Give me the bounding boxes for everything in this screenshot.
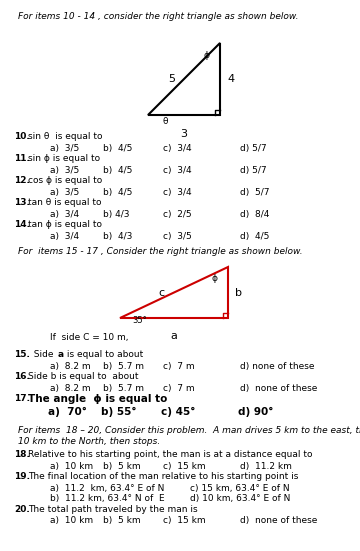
Text: d) 10 km, 63.4° E of N: d) 10 km, 63.4° E of N: [190, 494, 291, 504]
Text: 14.: 14.: [14, 220, 30, 229]
Text: 16.: 16.: [14, 372, 30, 381]
Text: tan θ is equal to: tan θ is equal to: [28, 198, 102, 207]
Text: b)  5.7 m: b) 5.7 m: [103, 383, 144, 392]
Text: a)  11.2  km, 63.4° E of N: a) 11.2 km, 63.4° E of N: [50, 483, 165, 493]
Text: a: a: [58, 350, 64, 359]
Text: b)  4/3: b) 4/3: [103, 231, 132, 240]
Text: 10.: 10.: [14, 132, 30, 141]
Text: a)  10 km: a) 10 km: [50, 462, 93, 471]
Text: b: b: [235, 288, 242, 298]
Text: d)  none of these: d) none of these: [240, 516, 318, 526]
Text: 18.: 18.: [14, 450, 30, 459]
Text: d)  5/7: d) 5/7: [240, 187, 270, 197]
Text: b)  5.7 m: b) 5.7 m: [103, 361, 144, 370]
Text: b)  5 km: b) 5 km: [103, 516, 141, 526]
Text: c) 45°: c) 45°: [161, 407, 195, 417]
Text: c)  2/5: c) 2/5: [163, 209, 192, 219]
Text: a)  10 km: a) 10 km: [50, 516, 93, 526]
Text: d)  none of these: d) none of these: [240, 383, 318, 392]
Text: b)  4/5: b) 4/5: [103, 165, 132, 175]
Text: c)  3/4: c) 3/4: [163, 143, 192, 153]
Text: a)  3/5: a) 3/5: [50, 165, 79, 175]
Text: c)  3/5: c) 3/5: [163, 231, 192, 240]
Text: c)  15 km: c) 15 km: [163, 462, 206, 471]
Text: d) 5/7: d) 5/7: [240, 143, 267, 153]
Text: d) 90°: d) 90°: [238, 407, 273, 417]
Text: d)  11.2 km: d) 11.2 km: [240, 462, 292, 471]
Text: a)  70°: a) 70°: [48, 407, 87, 417]
Text: The final location of the man relative to his starting point is: The final location of the man relative t…: [28, 472, 298, 481]
Text: c)  15 km: c) 15 km: [163, 516, 206, 526]
Text: b)  4/5: b) 4/5: [103, 187, 132, 197]
Text: θ: θ: [162, 117, 168, 126]
Text: 11.: 11.: [14, 154, 30, 163]
Text: c)  7 m: c) 7 m: [163, 383, 195, 392]
Text: 3: 3: [180, 129, 188, 139]
Text: ϕ: ϕ: [211, 274, 217, 283]
Text: a)  8.2 m: a) 8.2 m: [50, 383, 91, 392]
Text: d)  4/5: d) 4/5: [240, 231, 269, 240]
Text: For items  18 – 20, Consider this problem.  A man drives 5 km to the east, then : For items 18 – 20, Consider this problem…: [18, 426, 360, 435]
Text: a)  3/4: a) 3/4: [50, 231, 79, 240]
Text: 15.: 15.: [14, 350, 30, 359]
Text: 10 km to the North, then stops.: 10 km to the North, then stops.: [18, 437, 160, 446]
Text: b)  11.2 km, 63.4° N of  E: b) 11.2 km, 63.4° N of E: [50, 494, 165, 504]
Text: sin ϕ is equal to: sin ϕ is equal to: [28, 154, 100, 163]
Text: 4: 4: [227, 74, 234, 84]
Text: d)  8/4: d) 8/4: [240, 209, 269, 219]
Text: Relative to his starting point, the man is at a distance equal to: Relative to his starting point, the man …: [28, 450, 312, 459]
Text: The angle  ϕ is equal to: The angle ϕ is equal to: [28, 394, 167, 404]
Text: b)  5 km: b) 5 km: [103, 462, 141, 471]
Text: d) none of these: d) none of these: [240, 361, 315, 370]
Text: Side: Side: [28, 350, 59, 359]
Text: c)  7 m: c) 7 m: [163, 361, 195, 370]
Text: 35°: 35°: [132, 316, 147, 325]
Text: c: c: [158, 288, 164, 298]
Text: b) 4/3: b) 4/3: [103, 209, 130, 219]
Text: is equal to about: is equal to about: [64, 350, 143, 359]
Text: Side b is equal to  about: Side b is equal to about: [28, 372, 139, 381]
Text: c)  3/4: c) 3/4: [163, 165, 192, 175]
Text: 19.: 19.: [14, 472, 30, 481]
Text: For items 10 - 14 , consider the right triangle as shown below.: For items 10 - 14 , consider the right t…: [18, 12, 298, 21]
Text: b)  4/5: b) 4/5: [103, 143, 132, 153]
Text: 17.: 17.: [14, 394, 30, 403]
Text: a)  8.2 m: a) 8.2 m: [50, 361, 91, 370]
Text: a)  3/5: a) 3/5: [50, 143, 79, 153]
Text: If  side C = 10 m,: If side C = 10 m,: [50, 333, 129, 342]
Text: tan ϕ is equal to: tan ϕ is equal to: [28, 220, 102, 229]
Text: a)  3/4: a) 3/4: [50, 209, 79, 219]
Text: 13.: 13.: [14, 198, 30, 207]
Text: The total path traveled by the man is: The total path traveled by the man is: [28, 505, 198, 514]
Text: cos ϕ is equal to: cos ϕ is equal to: [28, 176, 102, 185]
Text: sin θ  is equal to: sin θ is equal to: [28, 132, 103, 141]
Text: b) 55°: b) 55°: [101, 407, 136, 417]
Text: a: a: [171, 331, 177, 341]
Text: d) 5/7: d) 5/7: [240, 165, 267, 175]
Text: ϕ: ϕ: [204, 51, 210, 60]
Text: a)  3/5: a) 3/5: [50, 187, 79, 197]
Text: c) 15 km, 63.4° E of N: c) 15 km, 63.4° E of N: [190, 483, 290, 493]
Text: 20.: 20.: [14, 505, 30, 514]
Text: c)  3/4: c) 3/4: [163, 187, 192, 197]
Text: 12.: 12.: [14, 176, 30, 185]
Text: For  items 15 - 17 , Consider the right triangle as shown below.: For items 15 - 17 , Consider the right t…: [18, 247, 303, 256]
Text: 5: 5: [168, 74, 176, 84]
